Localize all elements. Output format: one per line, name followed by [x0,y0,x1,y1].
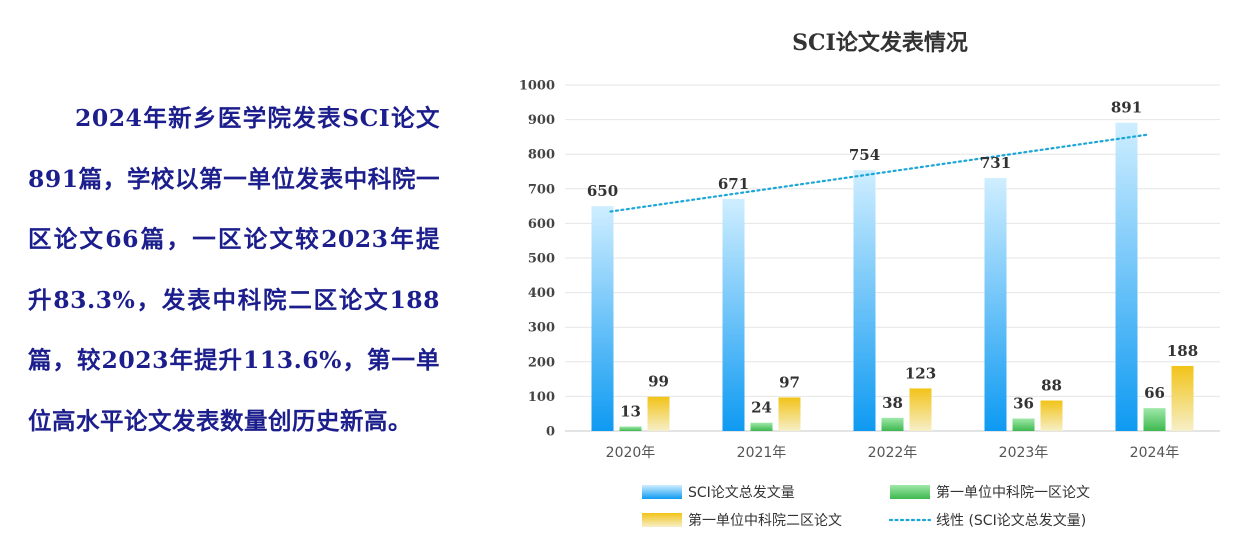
data-label: 97 [779,373,800,391]
data-label: 38 [882,394,903,412]
y-tick-label: 200 [528,355,555,370]
x-tick-label: 2020年 [606,445,656,461]
bar-series-3 [1040,400,1063,431]
data-label: 88 [1041,377,1062,395]
bar-series-3 [647,396,670,431]
y-tick-label: 1000 [519,79,555,94]
y-tick-label: 600 [528,217,555,232]
bar-series-1 [853,170,876,431]
legend-label: 第一单位中科院二区论文 [688,512,842,529]
data-label: 13 [620,403,641,421]
data-label: 24 [751,399,772,417]
data-label: 188 [1167,342,1198,360]
legend-swatch-series-2 [890,485,930,499]
legend-swatch-series-3 [642,513,682,527]
bar-series-3 [778,397,801,431]
bar-series-1 [984,178,1007,431]
chart-title: SCI论文发表情况 [792,30,968,56]
trendline [609,133,1150,213]
bar-series-1 [1115,122,1138,432]
data-label: 650 [587,182,618,200]
legend-swatch-series-1 [642,485,682,499]
bar-series-1 [722,198,745,431]
y-tick-label: 900 [528,113,555,128]
summary-paragraph: 2024年新乡医学院发表SCI论文891篇，学校以第一单位发表中科院一区论文66… [28,104,440,435]
data-label: 754 [849,146,880,164]
x-tick-label: 2024年 [1130,445,1180,461]
bar-series-1 [591,206,614,431]
bar-series-2 [1143,408,1166,431]
bar-series-2 [881,417,904,431]
bar-series-2 [619,426,642,431]
data-label: 731 [980,154,1011,172]
legend-label: 线性 (SCI论文总发文量) [936,513,1086,529]
legend-label: 第一单位中科院一区论文 [936,484,1090,501]
y-tick-label: 800 [528,148,555,163]
bar-series-2 [750,422,773,431]
y-tick-label: 300 [528,321,555,336]
x-tick-label: 2022年 [868,445,918,461]
y-tick-label: 100 [528,390,555,405]
y-tick-label: 500 [528,252,555,267]
sci-chart: SCI论文发表情况 0 100 200 300 400 500 600 700 800 900 10… [519,30,1220,529]
y-tick-label: 0 [546,425,555,440]
data-label: 66 [1144,384,1165,402]
bar-series-3 [1171,365,1194,431]
bar-series-2 [1012,418,1035,431]
data-label: 99 [648,373,669,391]
data-label: 123 [905,364,936,382]
x-tick-label: 2023年 [999,445,1049,461]
legend-label: SCI论文总发文量 [688,485,795,501]
data-label: 671 [718,175,749,193]
y-tick-label: 700 [528,182,555,197]
data-label: 891 [1111,99,1142,117]
bar-series-3 [909,388,932,431]
y-tick-label: 400 [528,286,555,301]
x-tick-label: 2021年 [737,445,787,461]
data-label: 36 [1013,395,1034,413]
